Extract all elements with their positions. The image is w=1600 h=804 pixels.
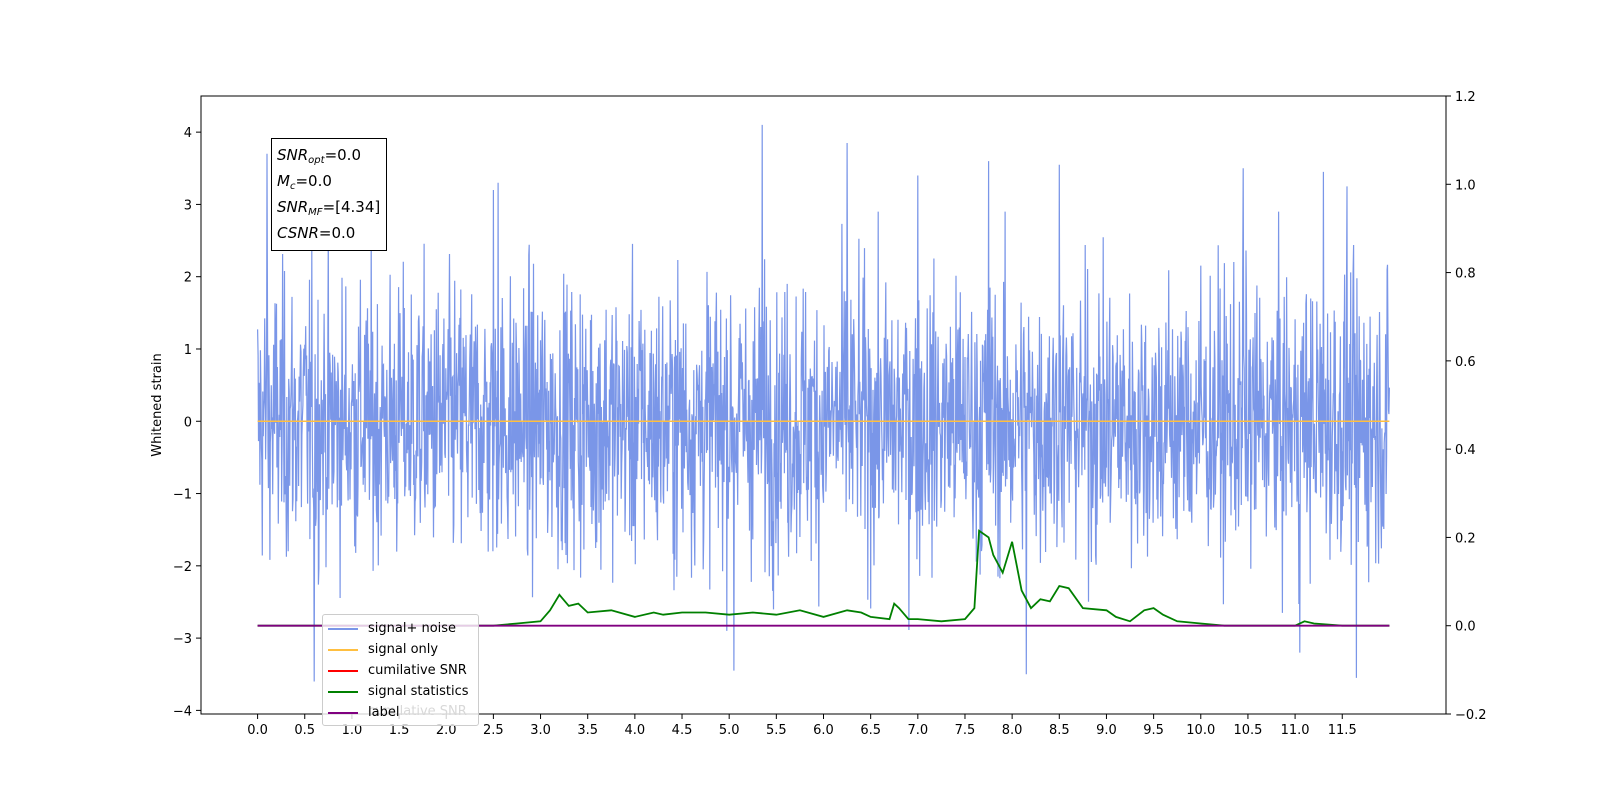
noise-series-layer — [257, 124, 1390, 682]
x-tick-label: 3.0 — [530, 723, 551, 738]
y2-tick-label: 0.2 — [1455, 531, 1476, 546]
legend-item-signal-noise: signal+ noise — [323, 618, 478, 639]
series-signal-statistics-line — [257, 529, 1390, 627]
mc-value: =0.0 — [295, 172, 332, 190]
legend-swatch-label — [328, 711, 358, 714]
y2-tick-label: 1.0 — [1455, 178, 1476, 193]
y-axis-label: Whitened strain — [150, 353, 165, 456]
legend-item-label: label cumilative SNR — [323, 702, 478, 723]
y2-tick-label: 1.2 — [1455, 90, 1476, 105]
x-tick-label: 4.5 — [672, 723, 693, 738]
x-tick-label: 5.0 — [719, 723, 740, 738]
legend-label-signal-statistics: signal statistics — [368, 684, 469, 699]
x-tick-label: 9.0 — [1096, 723, 1117, 738]
y-tick-label: −3 — [173, 632, 192, 647]
y-axis-left: 4 3 2 1 0 −1 −2 −3 −4 — [173, 126, 201, 719]
series-signal-noise-line — [257, 124, 1390, 682]
x-tick-label: 9.5 — [1143, 723, 1164, 738]
legend: signal+ noise signal only cumilative SNR… — [322, 614, 479, 726]
legend-swatch-cumulative-snr — [328, 669, 358, 672]
x-tick-label: 4.0 — [625, 723, 646, 738]
y-tick-label: 2 — [184, 271, 192, 286]
y-tick-label: 4 — [184, 126, 192, 141]
x-tick-label: 10.5 — [1233, 723, 1262, 738]
mc-line: Mc=0.0 — [277, 172, 332, 192]
y-axis-right: 1.2 1.0 0.8 0.6 0.4 0.2 0.0 −0.2 — [1446, 90, 1487, 723]
x-tick-label: 1.5 — [389, 723, 410, 738]
x-tick-label: 8.5 — [1049, 723, 1070, 738]
y2-tick-label: 0.4 — [1455, 443, 1476, 458]
x-tick-label: 7.5 — [955, 723, 976, 738]
x-tick-label: 2.0 — [436, 723, 457, 738]
x-tick-label: 0.5 — [294, 723, 315, 738]
legend-label-signal-noise: signal+ noise — [368, 621, 457, 636]
y-tick-label: −1 — [173, 488, 192, 503]
y-tick-label: −4 — [173, 704, 192, 719]
snr-mf-line: SNRMF=[4.34] — [277, 198, 381, 218]
legend-item-signal-only: signal only — [323, 639, 478, 660]
x-tick-label: 11.0 — [1281, 723, 1310, 738]
x-tick-label: 11.5 — [1328, 723, 1357, 738]
y-tick-label: 0 — [184, 415, 192, 430]
csnr-value: =0.0 — [318, 224, 356, 242]
y2-tick-label: 0.6 — [1455, 355, 1476, 370]
y-tick-label: 3 — [184, 198, 192, 213]
y2-tick-label: −0.2 — [1455, 708, 1487, 723]
x-tick-label: 5.5 — [766, 723, 787, 738]
x-tick-label: 2.5 — [483, 723, 504, 738]
y2-tick-label: 0.8 — [1455, 267, 1476, 282]
snr-opt-value: =0.0 — [324, 146, 361, 164]
legend-ghost-cumulative-snr: cumilative SNR — [368, 704, 467, 719]
x-tick-label: 8.0 — [1002, 723, 1023, 738]
x-axis: 0.0 0.5 1.0 1.5 2.0 2.5 3.0 3.5 4.0 4.5 5.0 5.5 6.0 6… — [247, 714, 1357, 738]
x-tick-label: 6.5 — [860, 723, 881, 738]
snr-opt-line: SNRopt=0.0 — [277, 146, 361, 166]
snr-mf-value: =[4.34] — [322, 198, 381, 216]
legend-item-cumulative-snr: cumilative SNR — [323, 660, 478, 681]
legend-label-cumulative-snr: cumilative SNR — [368, 663, 467, 678]
y2-tick-label: 0.0 — [1455, 620, 1476, 635]
y-tick-label: 1 — [184, 343, 192, 358]
legend-swatch-signal-only — [328, 648, 358, 651]
legend-label-signal-only: signal only — [368, 642, 439, 657]
csnr-line: CSNR=0.0 — [277, 224, 356, 242]
x-tick-label: 7.0 — [907, 723, 928, 738]
x-tick-label: 0.0 — [247, 723, 268, 738]
x-tick-label: 10.0 — [1186, 723, 1215, 738]
x-tick-label: 6.0 — [813, 723, 834, 738]
legend-swatch-signal-noise — [328, 627, 358, 630]
x-tick-label: 3.5 — [577, 723, 598, 738]
x-tick-label: 1.0 — [342, 723, 363, 738]
y-tick-label: −2 — [173, 560, 192, 575]
legend-item-signal-statistics: signal statistics — [323, 681, 478, 702]
legend-label-label: label — [368, 705, 400, 720]
stats-annotation-box: SNRopt=0.0 Mc=0.0 SNRMF=[4.34] CSNR=0.0 — [271, 138, 388, 251]
legend-swatch-signal-statistics — [328, 690, 358, 693]
